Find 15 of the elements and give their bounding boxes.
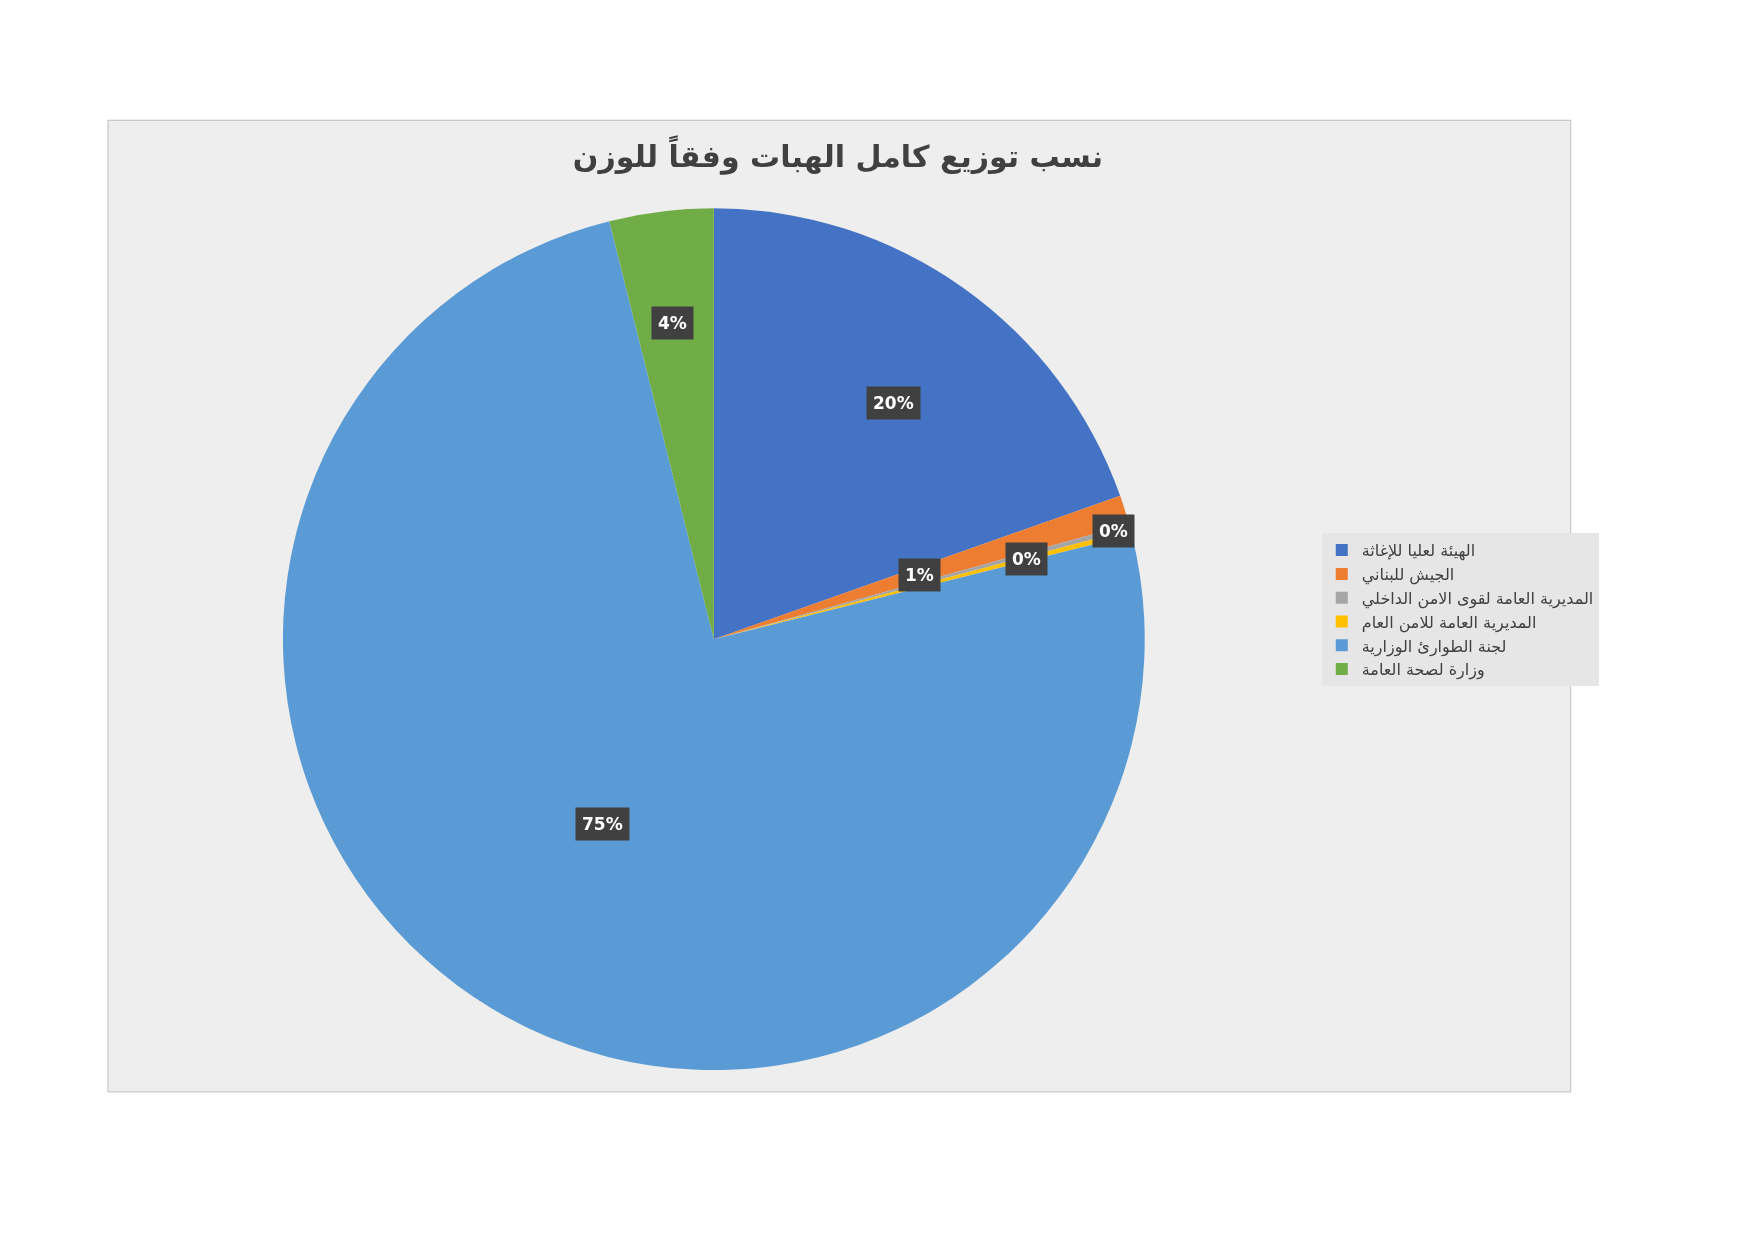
legend-label: الجيش للبناني [1361, 565, 1455, 586]
data-label: 4% [658, 313, 687, 333]
data-label: 20% [873, 393, 914, 413]
legend-label: المديرية العامة للامن العام [1361, 612, 1537, 633]
pie-slice [609, 208, 714, 640]
data-label: 1% [905, 565, 934, 585]
data-label: 0% [1099, 521, 1128, 541]
data-label: 0% [1012, 549, 1041, 569]
legend-label: المديرية العامة لقوى الامن الداخلي [1361, 588, 1594, 609]
legend-label: لجنة الطوارئ الوزارية [1361, 636, 1507, 657]
legend-label: وزارة لصحة العامة [1361, 660, 1485, 681]
data-label: 75% [582, 814, 623, 834]
pie-slice [283, 221, 1145, 1070]
chart-title: نسب توزيع كامل الهبات وفقاً للوزن [572, 135, 1104, 175]
legend-label: الهيئة لعليا للإغاثة [1361, 541, 1476, 562]
